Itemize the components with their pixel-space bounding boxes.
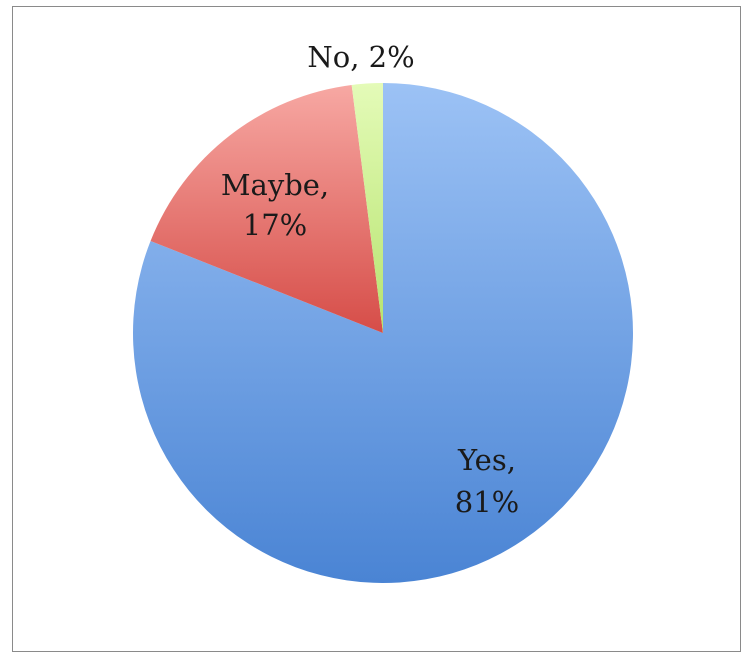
pie-slice-maybe [150,84,383,334]
slice-label-no: No, 2% [307,40,414,74]
slice-label-maybe-line2: 17% [243,208,307,242]
pie-slice-yes [132,83,633,583]
pie-slice-no [351,83,383,333]
slice-label-yes-line2: 81% [455,485,519,519]
slice-label-yes-line1: Yes, [457,443,516,477]
slice-label-maybe-line1: Maybe, [221,168,329,202]
